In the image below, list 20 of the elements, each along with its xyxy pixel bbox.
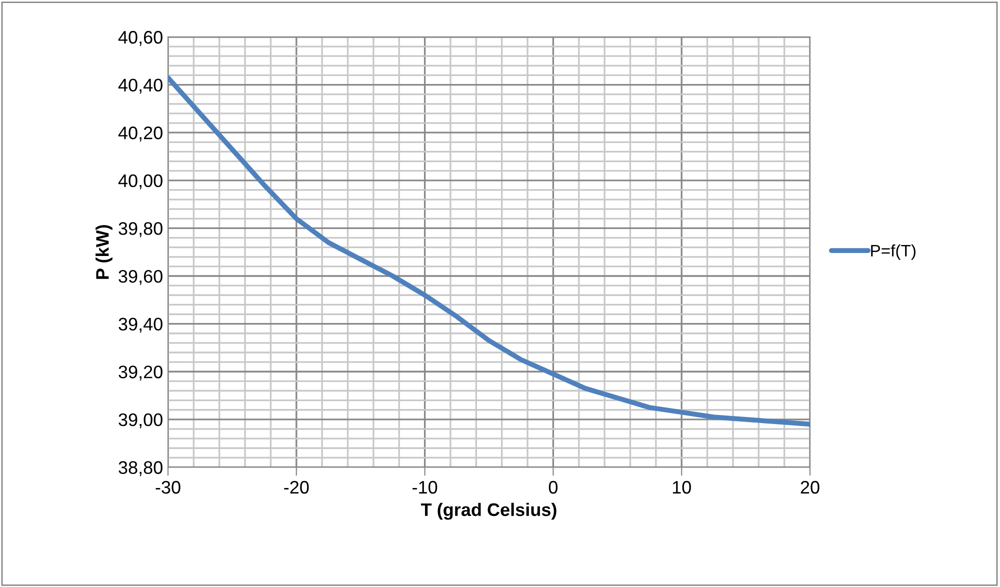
y-tick-label: 39,00 (118, 413, 162, 428)
y-tick-label: 39,80 (118, 222, 162, 238)
y-tick-label: 38,80 (118, 461, 162, 476)
x-tick-label: -10 (412, 480, 438, 494)
y-tick-label: 40,40 (118, 78, 162, 94)
y-tick-label: 40,20 (118, 126, 162, 142)
x-tick-label: 10 (672, 480, 691, 494)
y-tick-label: 39,60 (118, 270, 162, 285)
x-tick-label: -20 (284, 480, 309, 494)
x-tick-label: 20 (800, 480, 820, 494)
x-tick-label: 0 (548, 480, 558, 494)
legend-label: P=f(T) (871, 244, 916, 260)
x-tick-label: -30 (156, 480, 180, 494)
y-tick-label: 39,20 (118, 366, 162, 380)
y-axis-title: P (kW) (96, 225, 112, 279)
x-axis-title: T (grad Celsius) (420, 502, 556, 520)
line-series (168, 75, 810, 427)
y-tick-label: 40,00 (118, 174, 162, 190)
y-tick-label: 40,60 (118, 30, 162, 46)
y-tick-label: 39,40 (118, 318, 162, 333)
